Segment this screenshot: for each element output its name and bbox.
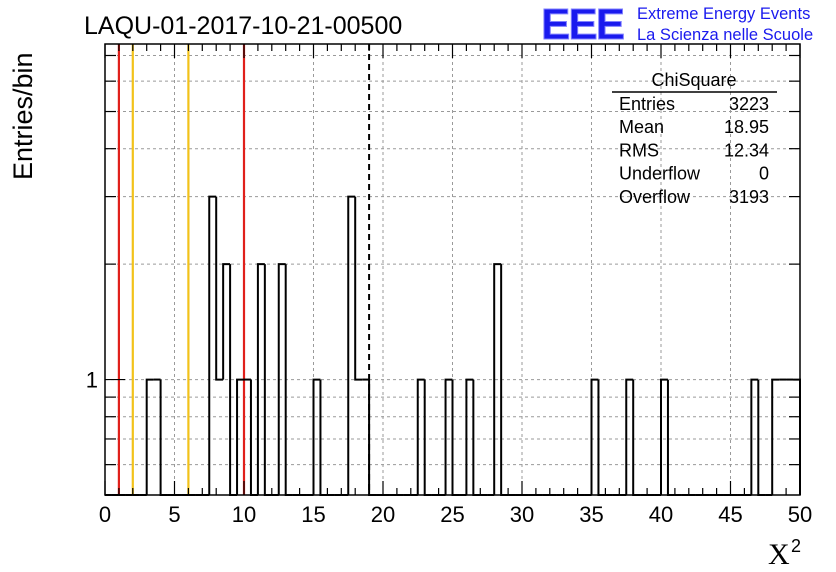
stats-row-value: 18.95	[724, 117, 769, 137]
grid-lines	[105, 44, 800, 495]
histogram-bar	[277, 263, 286, 495]
histogram-bar	[215, 196, 224, 381]
stats-rows: Entries 3223 Mean 18.95 RMS 12.34 Underflow 0 Ov…	[619, 94, 769, 207]
x-axis-label-text: X	[768, 538, 790, 571]
x-axis-label: X 2	[768, 536, 801, 571]
x-tick-label: 15	[301, 502, 325, 527]
histogram-bar	[660, 378, 668, 495]
x-tick-label: 40	[649, 502, 673, 527]
histogram-bar	[208, 195, 217, 495]
stats-row-label: Overflow	[619, 187, 691, 207]
x-tick-label: 50	[788, 502, 812, 527]
histogram-bar	[444, 378, 453, 495]
x-tick-labels: 0 5 10 15 20 25 30 35 40 45 50	[99, 502, 812, 527]
stats-row-value: 12.34	[724, 140, 769, 160]
logo-line-2: La Scienza nelle Scuole	[637, 26, 813, 44]
histogram-bar	[347, 195, 356, 495]
logo-line-1: Extreme Energy Events	[637, 5, 810, 23]
y-tick-label: 1	[86, 368, 98, 393]
stats-row-label: RMS	[619, 140, 659, 160]
y-axis-label: Entries/bin	[8, 52, 38, 180]
stats-row-label: Entries	[619, 94, 675, 114]
histogram-bar	[354, 196, 363, 381]
histogram-bar	[256, 263, 265, 495]
histogram-bar	[236, 378, 244, 495]
x-tick-label: 35	[579, 502, 603, 527]
reference-lines	[117, 44, 371, 495]
histogram-bar	[750, 378, 759, 495]
axes	[104, 43, 801, 496]
x-axis-label-superscript: 2	[791, 536, 801, 556]
stats-row-value: 3193	[729, 187, 769, 207]
chart-title: LAQU-01-2017-10-21-00500	[84, 12, 402, 40]
x-tick-label: 25	[440, 502, 464, 527]
histogram-bar	[465, 378, 474, 495]
stats-title: ChiSquare	[651, 70, 736, 90]
stats-box: ChiSquare Entries 3223 Mean 18.95 RMS 12.34 Un…	[612, 70, 777, 207]
histogram-bar	[145, 378, 154, 495]
histogram-bar	[493, 263, 502, 495]
x-tick-label: 30	[510, 502, 534, 527]
histogram-bar	[416, 378, 425, 495]
stats-row-value: 3223	[729, 94, 769, 114]
eee-logo: EEE Extreme Energy Events La Scienza nel…	[541, 0, 814, 50]
stats-row-label: Underflow	[619, 164, 701, 184]
logo-mark: EEE	[541, 0, 624, 49]
histogram-bar	[625, 378, 634, 495]
histogram-bar	[771, 378, 780, 495]
x-tick-label: 5	[168, 502, 180, 527]
histogram-bar	[312, 378, 321, 495]
x-tick-label: 0	[99, 502, 111, 527]
x-tick-label: 45	[718, 502, 742, 527]
histogram-bar	[222, 263, 231, 380]
histogram-bar	[590, 378, 599, 495]
stats-row-value: 0	[759, 164, 769, 184]
stats-row-label: Mean	[619, 117, 664, 137]
y-tick-labels: 1	[86, 368, 98, 393]
x-tick-label: 10	[232, 502, 256, 527]
x-tick-label: 20	[371, 502, 395, 527]
